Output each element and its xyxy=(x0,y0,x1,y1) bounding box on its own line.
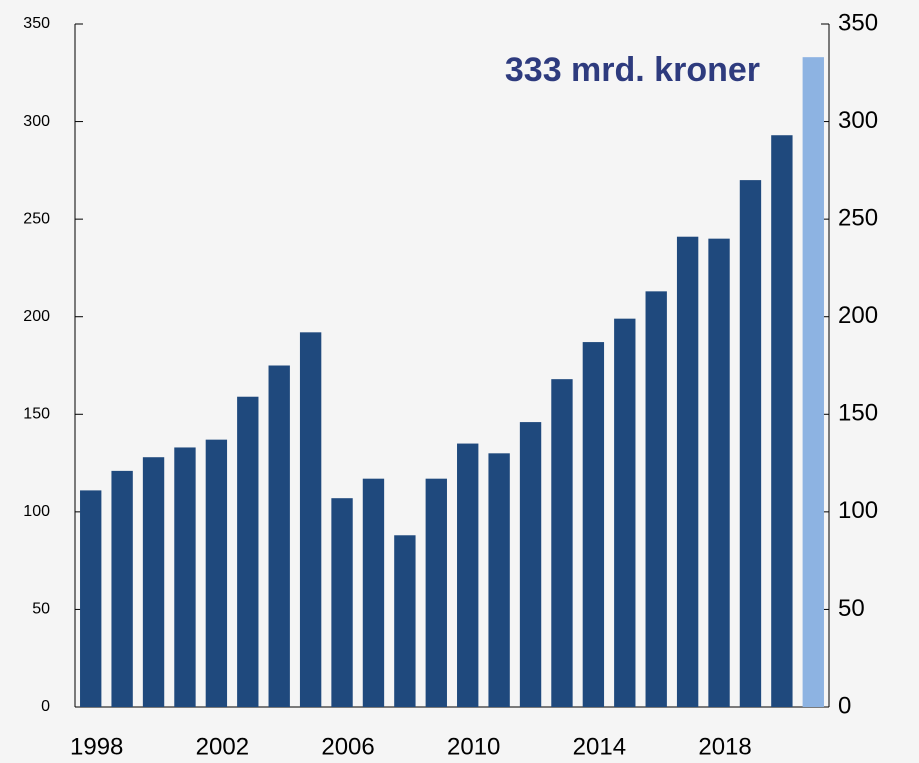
bar xyxy=(80,490,102,707)
y2-tick-label: 250 xyxy=(838,204,878,231)
y2-tick-label: 50 xyxy=(838,595,865,622)
bar xyxy=(708,238,730,707)
bar xyxy=(457,443,479,707)
y-tick-label: 250 xyxy=(23,210,50,227)
y-tick-label: 0 xyxy=(41,698,50,715)
bar xyxy=(111,470,133,707)
y2-tick-label: 100 xyxy=(838,497,878,524)
y2-tick-label: 200 xyxy=(838,302,878,329)
y-tick-label: 300 xyxy=(23,113,50,130)
y2-tick-label: 300 xyxy=(838,107,878,134)
bar xyxy=(802,57,824,707)
bar xyxy=(739,180,762,708)
bar xyxy=(205,439,228,707)
bar xyxy=(582,342,605,707)
y-tick-label: 200 xyxy=(23,308,50,325)
x-tick-label: 2018 xyxy=(698,733,751,760)
bar xyxy=(174,447,196,707)
bar xyxy=(142,457,165,707)
bar xyxy=(237,396,259,707)
y2-tick-label: 0 xyxy=(838,692,851,719)
bar xyxy=(362,478,385,707)
bar xyxy=(425,478,447,707)
y2-tick-label: 350 xyxy=(838,9,878,36)
bar xyxy=(519,422,542,707)
bar xyxy=(331,498,353,707)
bar xyxy=(299,332,322,707)
bar xyxy=(268,365,290,707)
bar xyxy=(676,236,699,707)
bar xyxy=(614,318,636,707)
x-tick-label: 2010 xyxy=(447,733,500,760)
x-tick-label: 2002 xyxy=(196,733,249,760)
y-tick-label: 350 xyxy=(23,15,50,32)
bar xyxy=(771,135,793,707)
bar xyxy=(394,535,416,707)
bar xyxy=(488,453,510,707)
y2-tick-label: 150 xyxy=(838,400,878,427)
x-tick-label: 2014 xyxy=(573,733,626,760)
y-tick-label: 50 xyxy=(32,601,50,618)
bar xyxy=(645,291,667,707)
annotation: 333 mrd. kroner xyxy=(505,51,760,89)
x-tick-label: 1998 xyxy=(70,733,123,760)
x-tick-label: 2006 xyxy=(321,733,374,760)
y-tick-label: 100 xyxy=(23,503,50,520)
bar xyxy=(551,379,573,707)
y-tick-label: 150 xyxy=(23,406,50,423)
